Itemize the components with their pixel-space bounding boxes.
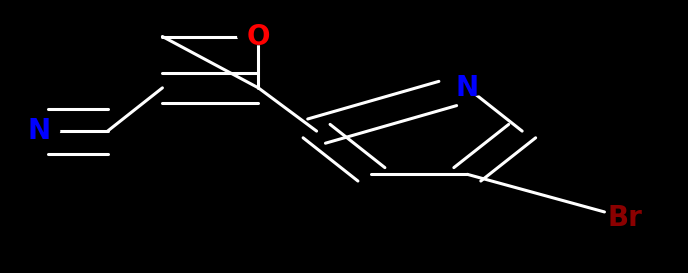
Circle shape <box>238 28 279 44</box>
Text: Br: Br <box>608 204 643 232</box>
Text: O: O <box>246 22 270 51</box>
Text: N: N <box>455 74 479 102</box>
Circle shape <box>604 209 645 226</box>
Text: N: N <box>28 117 51 145</box>
Circle shape <box>447 80 488 96</box>
Circle shape <box>19 123 60 139</box>
